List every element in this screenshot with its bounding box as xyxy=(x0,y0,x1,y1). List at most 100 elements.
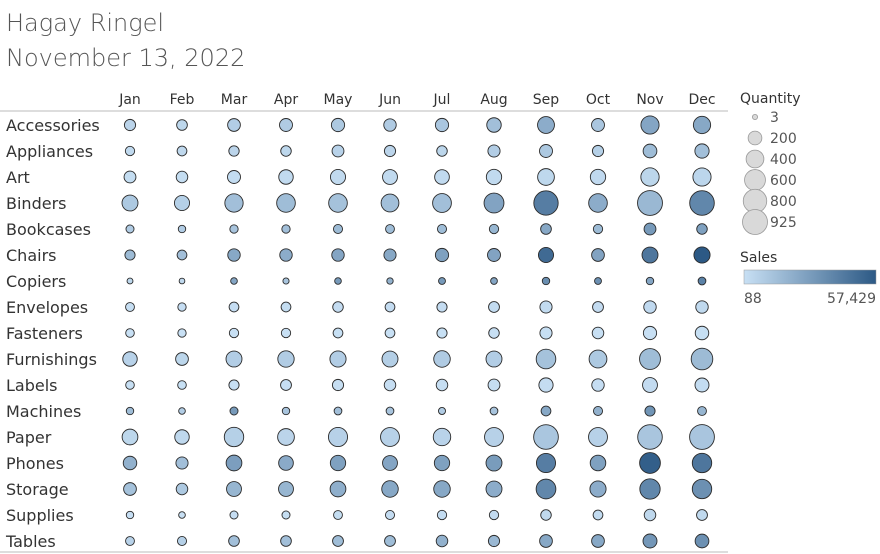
bubble-bookcases-feb xyxy=(177,224,187,234)
size-legend-circle-925 xyxy=(742,209,768,235)
bubble-machines-dec xyxy=(697,406,707,416)
bubble-phones-jun xyxy=(382,455,398,471)
bubble-supplies-nov xyxy=(643,508,657,522)
bubble-chairs-may xyxy=(331,248,345,262)
bubble-furnishings-mar xyxy=(225,350,243,368)
column-label-aug: Aug xyxy=(480,92,507,108)
bubble-appliances-mar xyxy=(228,145,240,157)
bubble-envelopes-jan xyxy=(125,302,135,312)
bubble-art-feb xyxy=(175,170,189,184)
bubble-phones-feb xyxy=(175,456,189,470)
bubble-envelopes-jul xyxy=(436,301,448,313)
bubble-labels-mar xyxy=(228,379,240,391)
bubble-copiers-sep xyxy=(541,276,551,286)
bubble-binders-feb xyxy=(173,194,191,212)
bubble-envelopes-mar xyxy=(228,301,240,313)
bubble-accessories-dec xyxy=(692,115,712,135)
bubble-tables-sep xyxy=(539,534,553,548)
bubble-labels-aug xyxy=(487,378,501,392)
bubble-appliances-jan xyxy=(124,145,136,157)
bubble-supplies-apr xyxy=(281,510,291,520)
bubble-accessories-mar xyxy=(227,118,241,132)
bubble-appliances-jun xyxy=(383,144,397,158)
bubble-binders-jun xyxy=(380,193,400,213)
bubble-fasteners-dec xyxy=(694,325,710,341)
bubble-paper-sep xyxy=(533,424,559,450)
bubble-storage-nov xyxy=(639,478,661,500)
bubble-envelopes-nov xyxy=(643,300,657,314)
bubble-copiers-feb xyxy=(178,277,186,285)
column-label-feb: Feb xyxy=(170,92,195,108)
bubble-fasteners-aug xyxy=(488,327,500,339)
bubble-copiers-apr xyxy=(282,277,290,285)
bubble-paper-jun xyxy=(380,427,400,447)
row-label-machines: Machines xyxy=(6,402,81,421)
bubble-storage-sep xyxy=(535,478,557,500)
bubble-binders-dec xyxy=(689,190,715,216)
bubble-appliances-apr xyxy=(280,145,292,157)
size-legend-label-400: 400 xyxy=(770,152,797,168)
bubble-binders-jul xyxy=(432,193,452,213)
bubble-furnishings-may xyxy=(329,350,347,368)
bubble-phones-dec xyxy=(691,452,713,474)
bubble-chairs-apr xyxy=(279,248,293,262)
bubble-supplies-jun xyxy=(384,509,396,521)
bubble-paper-nov xyxy=(637,424,663,450)
bubble-phones-jul xyxy=(433,454,451,472)
bubble-binders-nov xyxy=(637,190,663,216)
bubble-appliances-dec xyxy=(694,143,710,159)
bubble-furnishings-jul xyxy=(433,350,451,368)
bubble-art-dec xyxy=(692,167,712,187)
bubble-appliances-nov xyxy=(642,143,658,159)
bubble-copiers-dec xyxy=(697,276,707,286)
size-legend-label-3: 3 xyxy=(770,110,779,126)
bubble-phones-jan xyxy=(122,455,138,471)
bubble-envelopes-feb xyxy=(177,302,187,312)
bubble-accessories-aug xyxy=(486,117,502,133)
bubble-paper-may xyxy=(327,426,349,448)
bubble-binders-mar xyxy=(224,193,244,213)
bubble-fasteners-jul xyxy=(436,327,448,339)
legend: Quantity 3 200 400 600 800 925 Sales 88 57,42… xyxy=(740,91,877,307)
bubble-labels-jul xyxy=(435,378,449,392)
bubble-art-oct xyxy=(589,168,607,186)
color-legend-min: 88 xyxy=(744,291,762,307)
bubble-marks xyxy=(121,115,715,549)
bubble-paper-jul xyxy=(432,427,452,447)
bubble-accessories-jul xyxy=(434,117,450,133)
bubble-furnishings-sep xyxy=(535,348,557,370)
bubble-labels-oct xyxy=(591,378,605,392)
size-legend-title: Quantity xyxy=(740,91,801,107)
bubble-machines-jan xyxy=(125,406,135,416)
color-legend-bar xyxy=(743,269,877,285)
bubble-copiers-nov xyxy=(645,276,655,286)
bubble-furnishings-aug xyxy=(485,350,503,368)
bubble-accessories-sep xyxy=(537,116,555,134)
bubble-accessories-feb xyxy=(176,119,188,131)
bubble-chairs-jan xyxy=(124,249,136,261)
bubble-furnishings-dec xyxy=(690,347,714,371)
bubble-labels-sep xyxy=(538,377,554,393)
bubble-appliances-jul xyxy=(436,145,448,157)
row-label-phones: Phones xyxy=(6,454,64,473)
size-legend-circle-3 xyxy=(752,114,759,121)
bubble-chairs-oct xyxy=(591,248,605,262)
color-legend-max: 57,429 xyxy=(827,291,876,307)
bubble-art-aug xyxy=(485,168,503,186)
bubble-binders-sep xyxy=(533,190,559,216)
bubble-paper-feb xyxy=(174,429,190,445)
bubble-phones-may xyxy=(329,454,347,472)
bubble-binders-aug xyxy=(483,192,505,214)
bubble-bookcases-jan xyxy=(125,224,135,234)
bubble-storage-may xyxy=(329,480,347,498)
bubble-furnishings-feb xyxy=(175,352,189,366)
bubble-envelopes-aug xyxy=(488,301,500,313)
bubble-supplies-feb xyxy=(178,511,186,519)
column-label-mar: Mar xyxy=(221,92,248,108)
bubble-fasteners-feb xyxy=(177,328,187,338)
column-label-sep: Sep xyxy=(533,92,560,108)
bubble-supplies-sep xyxy=(540,509,552,521)
column-label-may: May xyxy=(324,92,353,108)
bubble-art-may xyxy=(329,168,347,186)
bubble-paper-apr xyxy=(277,428,295,446)
